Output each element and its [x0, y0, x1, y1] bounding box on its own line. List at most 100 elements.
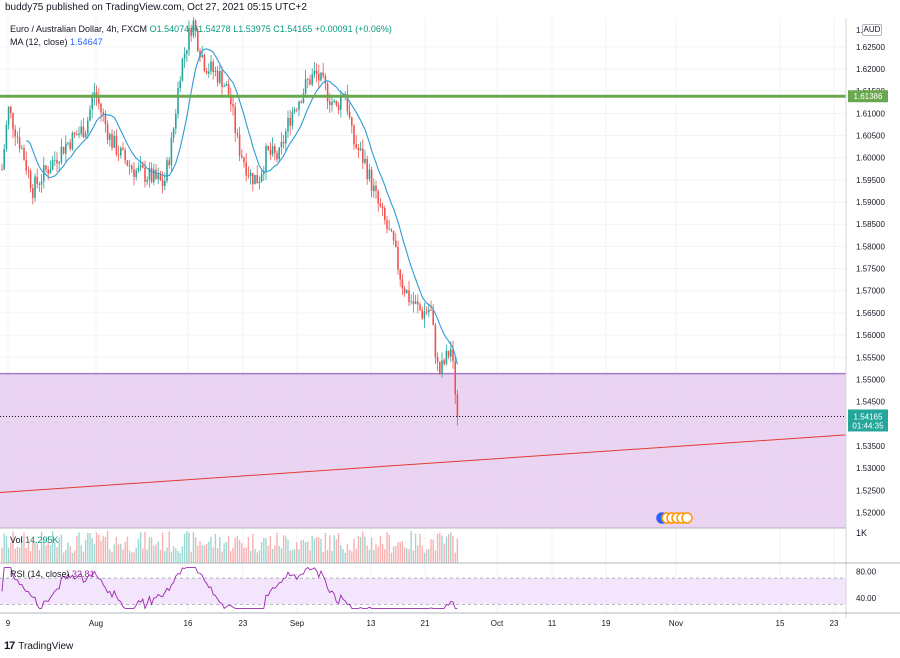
price-tick-label: 1.56000	[856, 331, 885, 340]
volume-bar	[38, 550, 41, 563]
price-tick-label: 1.55000	[856, 375, 885, 384]
volume-value: 14.295K	[25, 535, 59, 545]
rsi-tick-label: 80.00	[856, 568, 877, 577]
volume-bar	[302, 539, 305, 563]
candle	[260, 169, 263, 183]
candle	[355, 135, 357, 150]
candle	[3, 144, 5, 171]
candle	[36, 168, 38, 189]
candle	[188, 20, 190, 56]
rising-trendline[interactable]	[0, 434, 847, 494]
candlestick-series	[1, 17, 459, 426]
candle	[298, 100, 300, 117]
volume-bar	[256, 552, 258, 563]
time-tick-label: 9	[6, 619, 11, 628]
candle	[425, 306, 428, 315]
candle	[377, 189, 379, 212]
volume-bar	[190, 551, 192, 563]
volume-bar	[353, 538, 355, 563]
candle	[175, 108, 177, 135]
volume-bar	[258, 550, 261, 563]
candle	[434, 322, 437, 364]
candle	[181, 57, 184, 82]
candle	[73, 131, 76, 139]
volume-bar	[439, 532, 441, 563]
candle	[1, 163, 3, 171]
volume-bar	[76, 536, 78, 563]
volume-bar	[87, 533, 89, 563]
volume-bar	[104, 537, 107, 563]
volume-legend[interactable]: Vol 14.295K	[10, 535, 59, 545]
time-tick-label: 21	[421, 619, 430, 628]
volume-bar	[111, 552, 113, 563]
symbol-name[interactable]: Euro / Australian Dollar, 4h, FXCM	[10, 24, 148, 34]
candle	[287, 110, 289, 138]
candle	[142, 161, 144, 169]
volume-bar	[346, 544, 349, 563]
candle	[223, 83, 225, 88]
volume-bar	[377, 546, 379, 563]
rsi-band	[0, 578, 846, 605]
candle	[289, 110, 291, 136]
currency-label[interactable]: AUD	[862, 24, 882, 36]
volume-bar	[390, 552, 393, 563]
candle	[324, 73, 327, 91]
volume-bar	[172, 546, 175, 563]
volume-bar	[95, 532, 98, 563]
rsi-value: 32.81	[72, 569, 95, 579]
candle	[320, 72, 322, 82]
candle	[280, 132, 283, 155]
candle	[236, 128, 239, 139]
volume-bar	[331, 550, 333, 563]
candle	[87, 116, 89, 139]
demand-zone[interactable]	[0, 373, 846, 528]
candle	[135, 167, 137, 181]
candle	[439, 361, 441, 376]
volume-bar	[379, 535, 382, 563]
candle	[452, 340, 454, 369]
volume-bar	[245, 547, 247, 563]
volume-bar	[205, 543, 208, 563]
candle	[113, 130, 115, 149]
footer-brand[interactable]: 17 TradingView	[4, 640, 73, 652]
price-tick-label: 1.59000	[856, 198, 885, 207]
volume-bar	[298, 549, 300, 563]
candle	[150, 162, 153, 184]
volume-bar	[287, 539, 289, 563]
volume-bar	[80, 545, 82, 563]
price-tick-label: 1.53500	[856, 442, 885, 451]
time-tick-label: 23	[239, 619, 248, 628]
volume-bar	[60, 534, 63, 563]
volume-bar	[428, 548, 430, 563]
event-marker-icon[interactable]	[681, 512, 693, 524]
volume-bar	[274, 545, 276, 563]
candle	[313, 62, 316, 78]
candle	[331, 96, 333, 112]
candle	[254, 174, 256, 185]
candle	[252, 172, 254, 192]
candle	[307, 77, 309, 89]
price-tick-label: 1.57000	[856, 287, 885, 296]
candle	[441, 352, 443, 378]
candle	[7, 106, 10, 130]
volume-bar	[421, 545, 423, 563]
candle	[386, 216, 388, 234]
candle	[146, 176, 148, 185]
volume-bar	[78, 532, 80, 563]
ma-legend[interactable]: MA (12, close) 1.54647	[10, 37, 103, 47]
candle	[109, 132, 111, 147]
moving-average-line	[26, 48, 458, 365]
volume-bar	[179, 552, 181, 563]
candle	[359, 141, 362, 152]
event-markers[interactable]	[656, 512, 693, 524]
candle	[49, 160, 52, 174]
time-axis[interactable]: 9 Aug 16 23 Sep 13 21 Oct 11 19 Nov 15 23	[6, 619, 839, 628]
candle	[80, 120, 82, 137]
volume-bar	[36, 543, 38, 563]
volume-bar	[10, 542, 12, 563]
last-price-badge	[848, 409, 888, 432]
rsi-legend[interactable]: RSI (14, close) 32.81	[10, 569, 95, 579]
volume-bar	[234, 537, 236, 563]
volume-bar	[208, 541, 210, 563]
